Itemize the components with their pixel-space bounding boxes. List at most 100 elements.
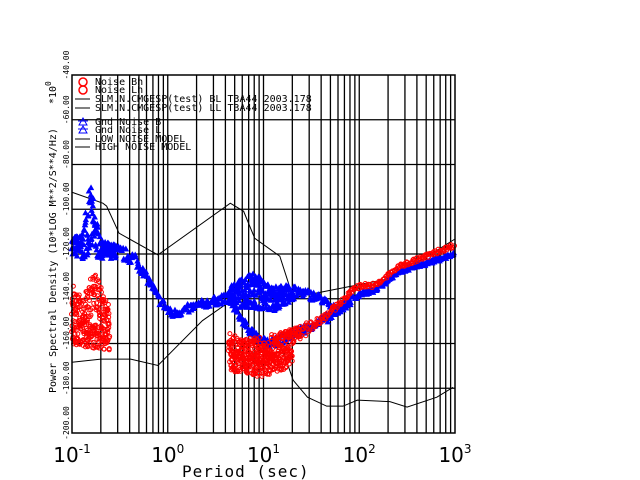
x-tick-exp: 1 [272, 442, 280, 456]
data-point [242, 342, 248, 348]
data-point [283, 365, 289, 371]
data-point [98, 289, 104, 295]
data-point [78, 248, 86, 254]
data-point [106, 346, 112, 352]
x-tick-base: 10 [151, 443, 176, 467]
data-point [106, 314, 112, 320]
data-point [289, 358, 295, 364]
data-point [305, 326, 311, 332]
data-point [82, 311, 88, 317]
data-point [289, 353, 295, 359]
data-point [286, 361, 292, 367]
data-point [127, 259, 135, 265]
data-point [96, 279, 102, 285]
data-point [235, 297, 243, 304]
data-point [85, 295, 91, 301]
legend-circle-marker [78, 85, 88, 95]
x-tick-base: 10 [343, 443, 368, 467]
data-point [214, 299, 222, 305]
data-point [274, 350, 280, 356]
legend-item: Gnd Noise L [78, 124, 161, 136]
data-point [87, 184, 95, 191]
legend-label: LOW NOISE MODEL [95, 134, 185, 145]
data-point [263, 343, 269, 349]
data-point [288, 349, 294, 355]
data-point [373, 286, 381, 293]
data-point [92, 272, 98, 278]
data-point [292, 325, 298, 331]
data-point [412, 259, 418, 265]
data-point [160, 297, 167, 304]
data-point [264, 351, 270, 357]
data-point [86, 244, 93, 251]
data-point [106, 335, 112, 341]
data-point [142, 268, 150, 275]
y-tick-label: -200.00 [62, 406, 71, 440]
data-point [273, 299, 280, 305]
y-tick-label: -120.00 [62, 227, 71, 261]
data-point [90, 339, 96, 345]
data-point [92, 243, 100, 249]
data-point [242, 276, 249, 283]
data-point [93, 222, 101, 229]
data-point [105, 329, 111, 335]
data-point [132, 253, 139, 260]
data-point [291, 338, 297, 344]
data-point [89, 210, 96, 217]
data-point [250, 286, 258, 293]
legend-label: SLM.N.CMGESP(test) LL T3A44 2003.178 [95, 103, 312, 114]
data-point [260, 371, 266, 377]
data-point [85, 187, 93, 194]
legend-item: Noise Lh [78, 85, 143, 96]
y-tick-label: -60.00 [62, 95, 71, 124]
data-point [240, 354, 246, 360]
data-point [79, 230, 86, 237]
data-point [84, 212, 92, 219]
data-point [269, 332, 275, 338]
data-point [255, 277, 263, 284]
data-point [74, 335, 80, 341]
x-axis-label: Period (sec) [182, 462, 310, 480]
data-point [135, 261, 142, 268]
data-point [73, 307, 79, 313]
legend-label: Gnd Noise L [95, 125, 161, 136]
data-point [230, 298, 237, 305]
data-point [206, 302, 213, 309]
data-point [84, 249, 92, 256]
data-point [82, 209, 89, 216]
data-point [266, 371, 272, 377]
x-tick-label: 103 [438, 442, 471, 467]
x-tick-exp: 2 [368, 442, 376, 456]
data-point [122, 245, 129, 252]
data-point [93, 246, 100, 253]
y-tick-label: -40.00 [62, 50, 71, 79]
series-noise-bh [69, 242, 458, 366]
data-point [96, 295, 102, 301]
data-point [234, 308, 241, 315]
legend-label: Gnd Noise B [95, 117, 161, 128]
x-tick-label: 10-1 [53, 442, 90, 467]
y-tick-label: -80.00 [62, 140, 71, 169]
data-point [146, 277, 154, 283]
data-point [256, 274, 264, 280]
data-point [105, 301, 111, 307]
data-point [264, 371, 270, 377]
data-point [345, 298, 352, 304]
x-tick-label: 100 [151, 442, 184, 467]
data-point [81, 227, 88, 233]
data-point [94, 300, 100, 306]
data-point [167, 305, 174, 312]
legend-item: SLM.N.CMGESP(test) BL T3A44 2003.178 [75, 94, 312, 105]
data-point [278, 367, 284, 373]
x-tick-exp: -1 [79, 442, 91, 456]
data-point [279, 296, 286, 302]
y-multiplier: *100 [44, 81, 59, 104]
x-tick-base: 10 [438, 443, 463, 467]
legend-label: SLM.N.CMGESP(test) BL T3A44 2003.178 [95, 94, 312, 105]
data-point [285, 284, 293, 290]
data-point [88, 312, 94, 318]
data-point [229, 302, 236, 309]
legend-item: LOW NOISE MODEL [75, 134, 185, 145]
